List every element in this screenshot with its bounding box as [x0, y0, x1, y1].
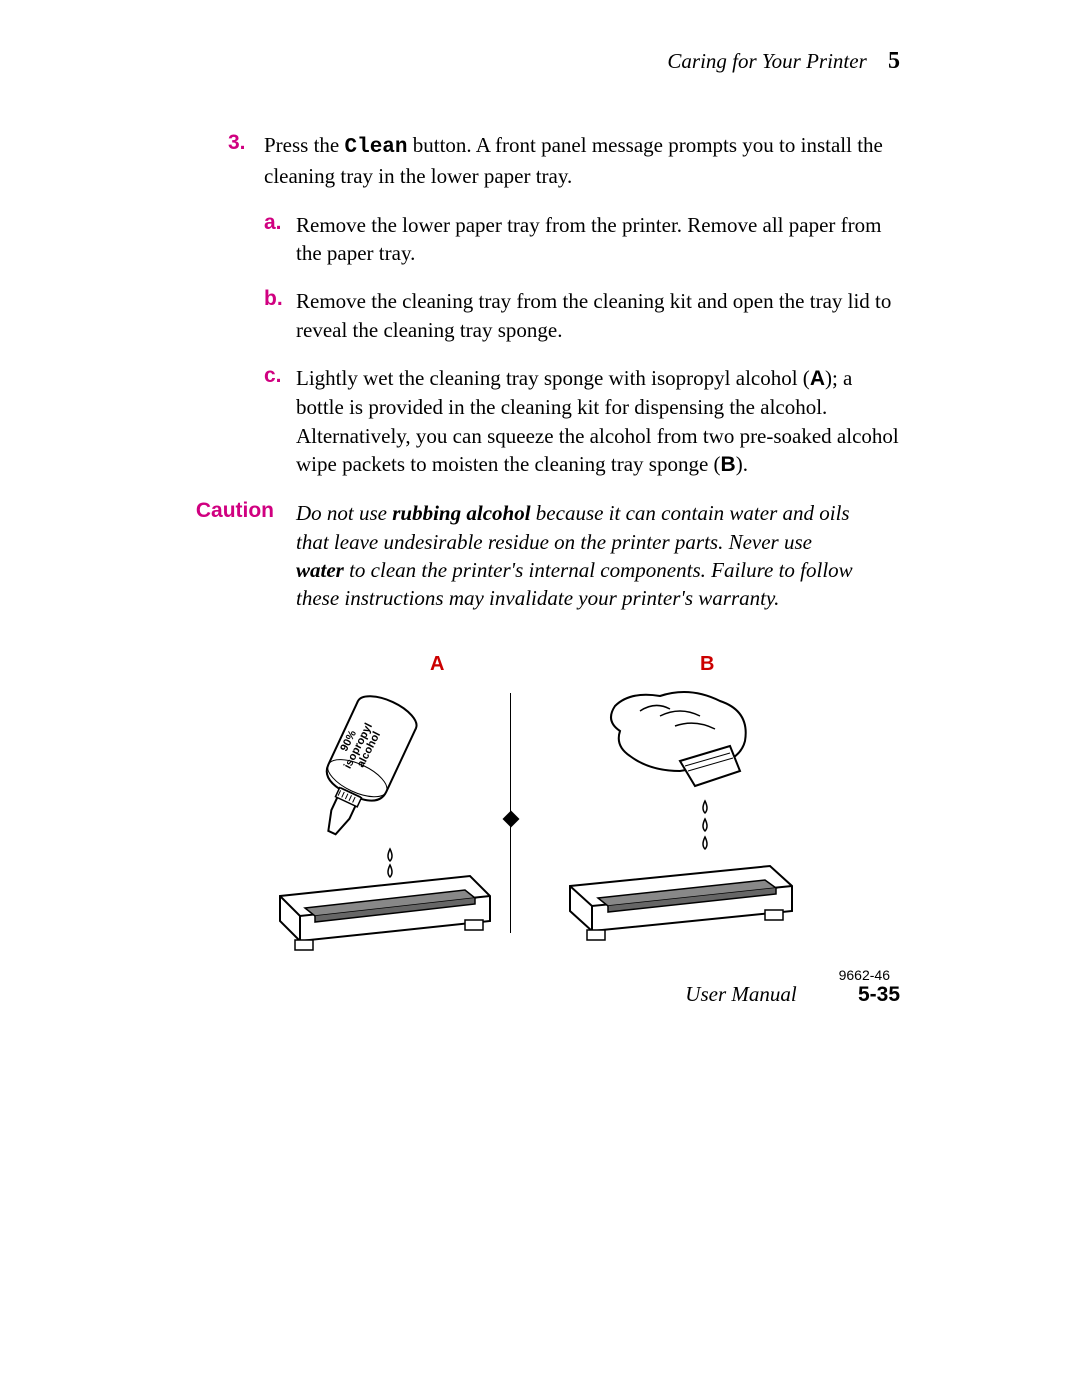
footer-manual: User Manual	[685, 982, 796, 1006]
figure-label-b: B	[700, 653, 714, 676]
clean-button-label: Clean	[345, 136, 408, 159]
substep-a-body: Remove the lower paper tray from the pri…	[296, 211, 900, 268]
substep-b: b. Remove the cleaning tray from the cle…	[264, 287, 900, 344]
caution-b1: rubbing alcohol	[392, 501, 530, 525]
substeps: a. Remove the lower paper tray from the …	[264, 211, 900, 480]
step-3: 3. Press the Clean button. A front panel…	[228, 131, 900, 191]
header-title: Caring for Your Printer	[667, 49, 866, 73]
caution-b2: water	[296, 558, 344, 582]
figure-diamond-icon	[503, 810, 520, 827]
substep-letter-b: b.	[264, 287, 296, 344]
caution-block: Caution Do not use rubbing alcohol becau…	[180, 499, 900, 612]
substep-letter-c: c.	[264, 364, 296, 479]
step3-text-before: Press the	[264, 133, 345, 157]
caution-body: Do not use rubbing alcohol because it ca…	[296, 499, 856, 612]
caution-label: Caution	[180, 499, 296, 612]
caution-t3: to clean the printer's internal componen…	[296, 558, 853, 610]
substep-a: a. Remove the lower paper tray from the …	[264, 211, 900, 268]
substep-letter-a: a.	[264, 211, 296, 268]
figure-a-bottle-tray: 90% isopropyl alcohol	[260, 681, 500, 961]
figure-number: 9662-46	[839, 967, 890, 983]
figure-b-hand-tray	[530, 681, 810, 961]
step-body: Press the Clean button. A front panel me…	[264, 131, 900, 191]
page-header: Caring for Your Printer 5	[180, 48, 900, 75]
ref-b: B	[721, 453, 736, 476]
substep-b-body: Remove the cleaning tray from the cleani…	[296, 287, 900, 344]
substep-c-t3: ).	[736, 452, 748, 476]
step-number: 3.	[228, 131, 264, 191]
substep-c: c. Lightly wet the cleaning tray sponge …	[264, 364, 900, 479]
ref-a: A	[810, 367, 825, 390]
chapter-number: 5	[888, 48, 900, 74]
page-content: Caring for Your Printer 5 3. Press the C…	[0, 0, 1080, 983]
substep-c-body: Lightly wet the cleaning tray sponge wit…	[296, 364, 900, 479]
page-footer: User Manual 5-35	[0, 982, 1080, 1007]
footer-page: 5-35	[858, 983, 900, 1006]
substep-c-t1: Lightly wet the cleaning tray sponge wit…	[296, 366, 810, 390]
figure-area: A B	[260, 653, 900, 983]
figure-label-a: A	[430, 653, 444, 676]
caution-t1: Do not use	[296, 501, 392, 525]
